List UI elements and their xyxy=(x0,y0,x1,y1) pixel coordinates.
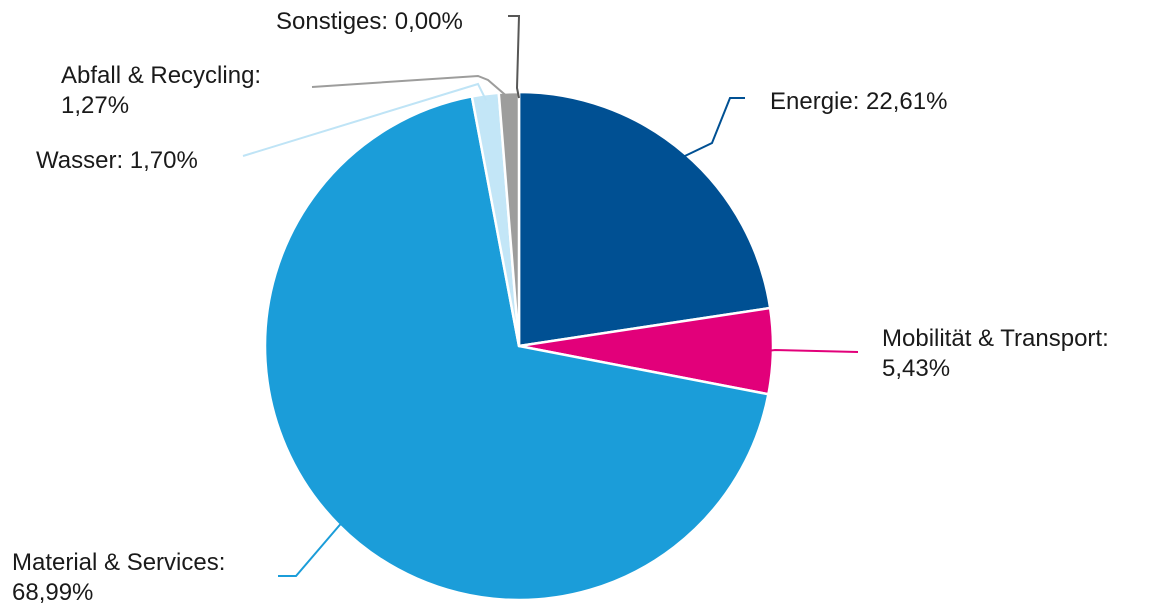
data-label-sonstiges: Sonstiges: 0,00% xyxy=(276,8,463,35)
pie-slice-energie xyxy=(517,90,772,348)
leader-line-energie xyxy=(680,97,745,159)
pie-slices xyxy=(263,90,775,602)
data-label-wasser: Wasser: 1,70% xyxy=(36,147,198,174)
data-label-material-and-services: Material & Services: 68,99% xyxy=(12,549,225,606)
leader-line-mobilitaet-and-transport xyxy=(766,348,859,353)
leader-lines xyxy=(242,15,859,577)
leader-line-material-and-services xyxy=(278,520,345,577)
data-label-abfall-and-recycling: Abfall & Recycling: 1,27% xyxy=(61,62,261,119)
leader-line-abfall-and-recycling xyxy=(311,74,510,99)
leader-line-sonstiges xyxy=(508,15,521,99)
pie-slice-abfall-and-recycling xyxy=(497,90,521,348)
leader-line-wasser xyxy=(242,82,487,157)
data-label-energie: Energie: 22,61% xyxy=(770,88,947,115)
slice-labels: Energie: 22,61% Mobilität & Transport: 5,4… xyxy=(12,8,1109,606)
data-label-mobilitaet-and-transport: Mobilität & Transport: 5,43% xyxy=(882,325,1109,382)
